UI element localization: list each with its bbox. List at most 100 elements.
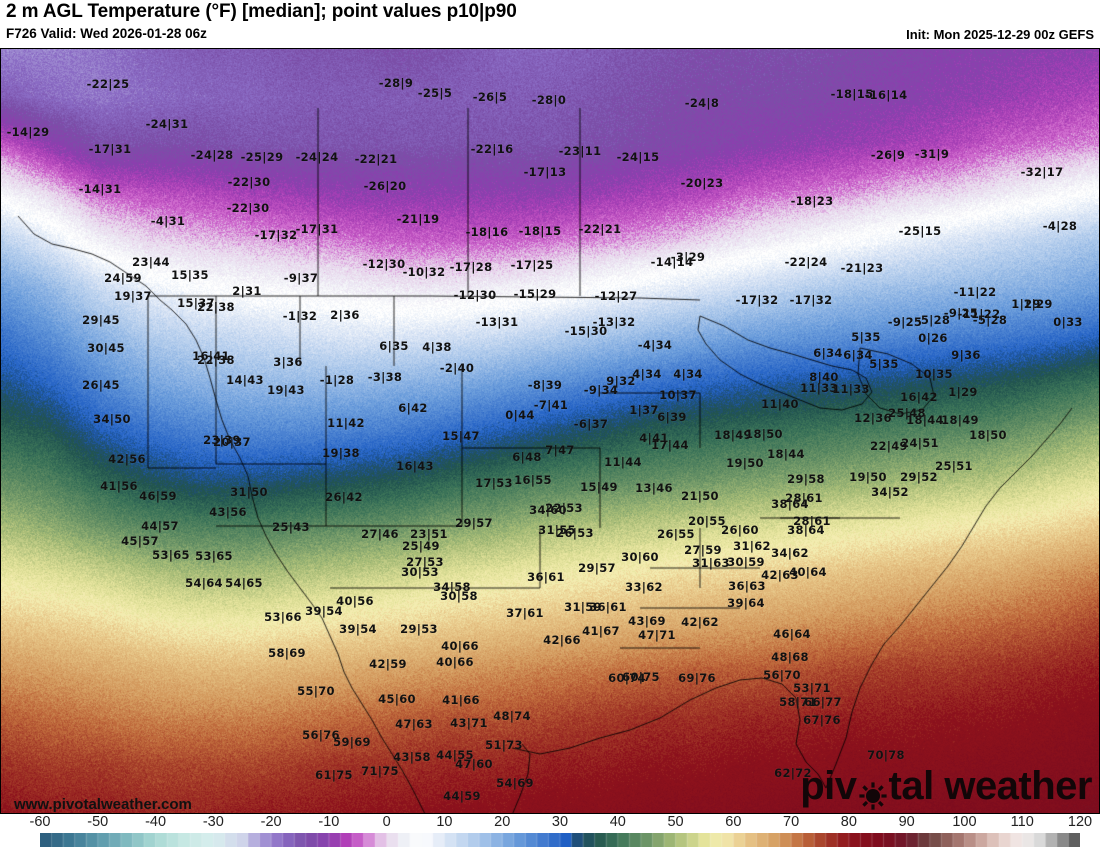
point-value-label: 26|42	[325, 490, 363, 504]
watermark-logo: piv tal weather	[800, 764, 1093, 810]
point-value-label: 53|65	[152, 548, 190, 562]
point-value-label: 28|61	[785, 491, 823, 505]
point-value-label: -11|22	[957, 307, 1001, 321]
point-value-label: 56|76	[302, 728, 340, 742]
point-value-label: -17|31	[88, 142, 132, 156]
point-value-label: 36|61	[527, 570, 565, 584]
point-value-label: 4|41	[639, 431, 669, 445]
point-value-label: 39|64	[727, 596, 765, 610]
point-value-label: 34|60	[529, 503, 567, 517]
point-value-label: 30|60	[621, 550, 659, 564]
point-value-label: 17|53	[475, 476, 513, 490]
point-value-label: -9|34	[583, 383, 619, 397]
colorbar-tick: 50	[667, 814, 684, 830]
point-value-label: 22|53	[545, 501, 583, 515]
point-value-label: 13|46	[635, 481, 673, 495]
point-value-label: 26|60	[721, 523, 759, 537]
point-value-label: -32|17	[1020, 165, 1064, 179]
point-value-label: 71|75	[361, 764, 399, 778]
point-value-label: 25|48	[888, 406, 926, 420]
point-value-label: 2|31	[232, 284, 262, 298]
point-value-label: 19|38	[322, 446, 360, 460]
point-value-label: 43|56	[209, 505, 247, 519]
point-value-label: 36|63	[728, 579, 766, 593]
point-value-label: -16|14	[864, 88, 908, 102]
point-value-label: 27|53	[406, 555, 444, 569]
colorbar-tick: -50	[87, 814, 109, 830]
point-value-label: -12|30	[362, 257, 406, 271]
point-value-label: 44|55	[436, 748, 474, 762]
point-value-label: 11|42	[327, 416, 365, 430]
point-value-label: 29|57	[455, 516, 493, 530]
point-value-label: -5|28	[972, 313, 1008, 327]
point-value-label: 29|45	[82, 313, 120, 327]
point-value-label: 8|40	[809, 370, 839, 384]
point-value-label: 42|59	[369, 657, 407, 671]
sun-icon	[858, 776, 888, 810]
point-value-label: 25|43	[272, 520, 310, 534]
point-value-label: 6|34	[843, 348, 873, 362]
point-value-label: 39|54	[305, 604, 343, 618]
point-value-label: 16|55	[514, 473, 552, 487]
point-value-label: 42|56	[108, 452, 146, 466]
logo-text-pre: piv	[800, 764, 857, 808]
watermark-url: www.pivotalweather.com	[14, 796, 192, 813]
point-value-label: 34|58	[433, 580, 471, 594]
colorbar-tick: -20	[260, 814, 282, 830]
point-value-label: 2|36	[330, 308, 360, 322]
point-value-label: 22|38	[197, 353, 235, 367]
point-value-label: 24|51	[901, 436, 939, 450]
point-value-label: -26|5	[472, 90, 508, 104]
colorbar-tick: 80	[840, 814, 857, 830]
point-value-label: 40|56	[336, 594, 374, 608]
point-value-label: 0|26	[918, 331, 948, 345]
point-value-label: -5|28	[915, 313, 951, 327]
point-value-label: -23|11	[558, 144, 602, 158]
point-value-label: 56|70	[763, 668, 801, 682]
point-value-label: 58|71	[779, 695, 817, 709]
point-value-label: 15|49	[580, 480, 618, 494]
point-value-label: 47|63	[395, 717, 433, 731]
point-value-label: 19|50	[726, 456, 764, 470]
point-value-label: 26|53	[556, 526, 594, 540]
point-value-label: 6|39	[657, 410, 687, 424]
point-value-label: 7|47	[545, 443, 575, 457]
point-value-label: -24|28	[190, 148, 234, 162]
point-value-label: 18|50	[969, 428, 1007, 442]
temperature-map[interactable]: -14|29 -22|25 -17|31 -24|31 -14|31 -24|28 -25|…	[0, 48, 1100, 814]
colorbar-tick: -60	[29, 814, 51, 830]
colorbar-gradient[interactable]	[40, 833, 1080, 847]
point-value-label: 18|50	[745, 427, 783, 441]
point-value-label: -15|30	[564, 324, 608, 338]
point-value-label: 18|49	[941, 413, 979, 427]
point-value-label: 39|54	[339, 622, 377, 636]
point-value-label: 53|66	[264, 610, 302, 624]
point-value-label: 5|35	[869, 357, 899, 371]
point-value-label: 6|35	[379, 339, 409, 353]
colorbar-tick: -30	[202, 814, 224, 830]
point-value-label: 18|44	[906, 413, 944, 427]
point-value-label: -11|22	[953, 285, 997, 299]
point-value-label: -22|21	[354, 152, 398, 166]
point-value-label: -1|32	[282, 309, 318, 323]
point-value-label: 48|68	[771, 650, 809, 664]
point-value-label: 47|71	[638, 628, 676, 642]
point-value-label: -1|28	[319, 373, 355, 387]
colorbar-tick: 60	[725, 814, 742, 830]
point-value-label: 38|64	[787, 523, 825, 537]
point-value-label: 17|44	[651, 438, 689, 452]
point-value-label: 23|51	[410, 527, 448, 541]
point-value-label: 12|36	[854, 411, 892, 425]
point-value-label: 28|61	[793, 514, 831, 528]
point-value-label: 37|61	[506, 606, 544, 620]
point-value-label: 24|59	[104, 271, 142, 285]
point-value-label: -14|29	[6, 125, 50, 139]
point-value-label: 16|41	[192, 349, 230, 363]
point-value-label: -17|31	[295, 222, 339, 236]
point-value-label: 0|33	[1053, 315, 1083, 329]
point-value-label: -24|15	[616, 150, 660, 164]
point-value-label: 31|55	[538, 523, 576, 537]
point-value-label: 38|64	[771, 497, 809, 511]
point-value-label: -18|16	[465, 225, 509, 239]
point-value-label: -17|32	[789, 293, 833, 307]
